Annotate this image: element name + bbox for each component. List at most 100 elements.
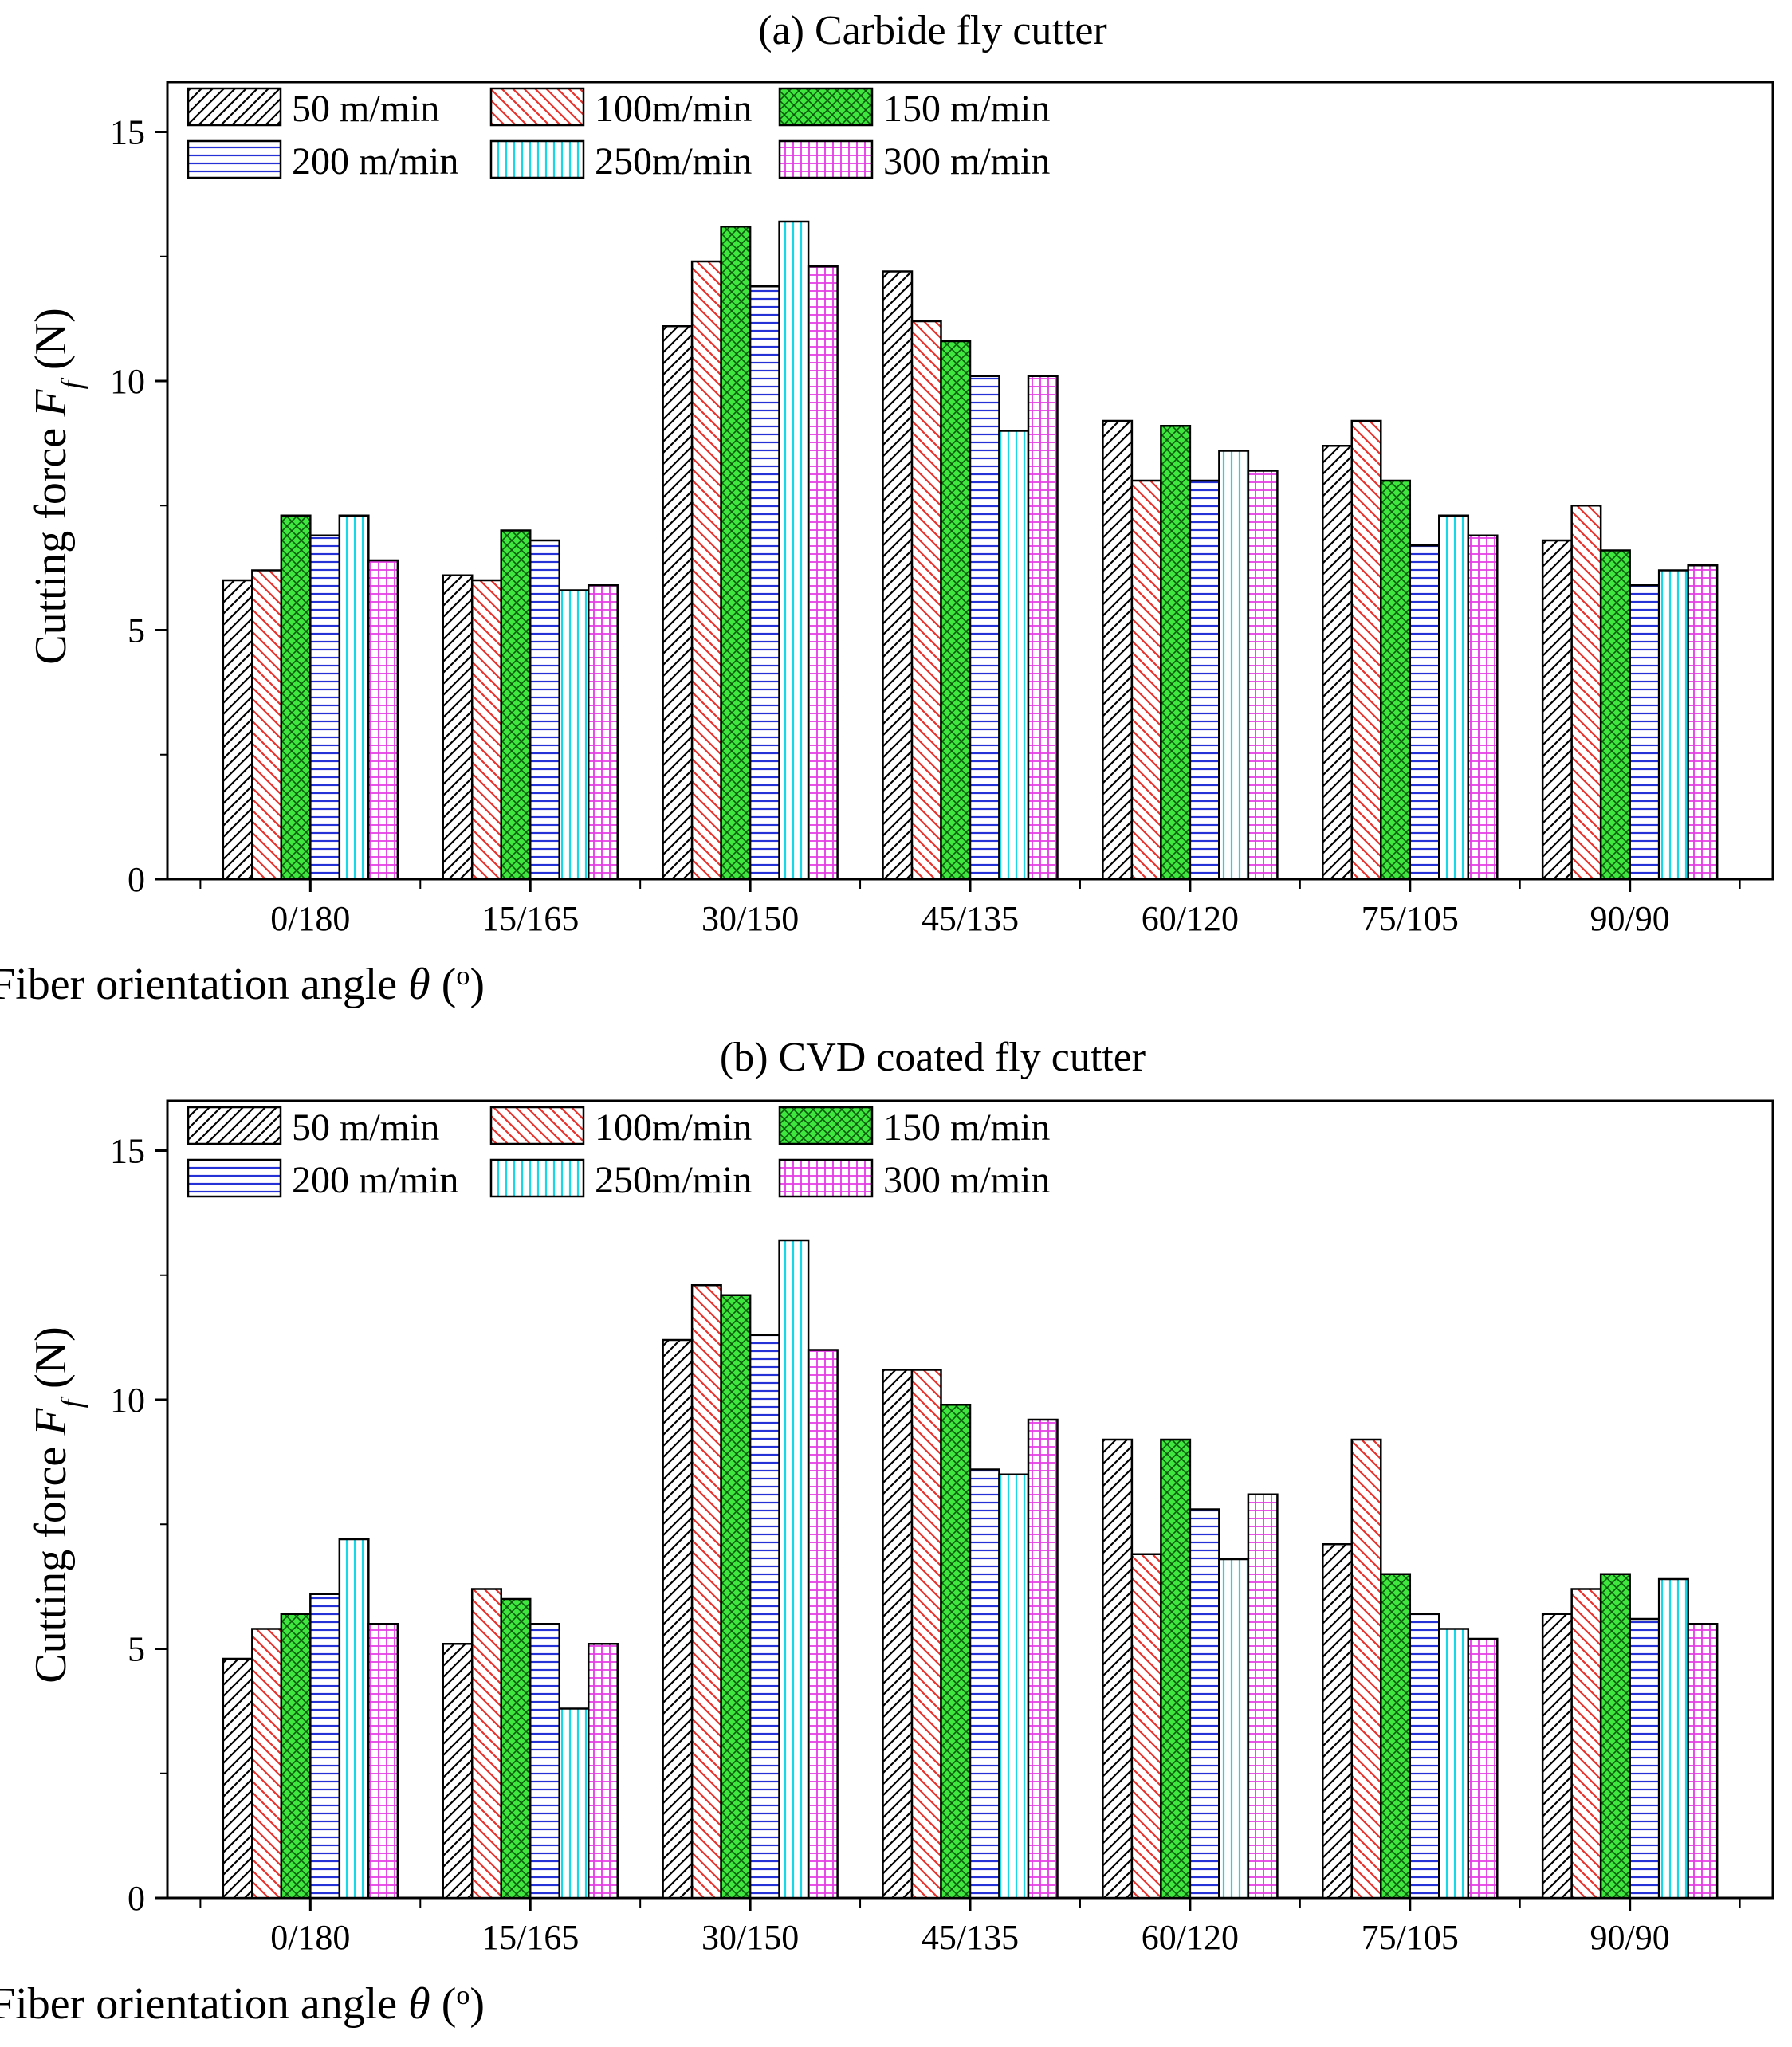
chart-panel-b: (b) CVD coated fly cutter Fiber orientat… — [0, 1035, 1774, 2029]
bar — [367, 559, 399, 881]
bar — [662, 325, 694, 881]
bar — [1218, 450, 1250, 881]
bar — [940, 340, 972, 881]
bar — [749, 285, 780, 881]
x-tick-label: 15/165 — [481, 899, 579, 938]
legend-label: 150 m/min — [883, 88, 1050, 130]
bar — [662, 1338, 694, 1900]
bar — [470, 1588, 502, 1900]
legend-label: 300 m/min — [883, 140, 1050, 183]
bar — [807, 265, 839, 881]
bar — [1657, 1577, 1689, 1900]
legend-label: 100m/min — [595, 88, 752, 130]
bar — [1350, 1438, 1382, 1900]
y-tick-label: 5 — [128, 611, 145, 650]
bar — [1687, 1623, 1719, 1900]
bar — [1350, 419, 1382, 881]
bar — [1467, 534, 1499, 881]
bar — [1218, 1558, 1250, 1900]
bar — [690, 1284, 722, 1900]
bar — [558, 589, 590, 881]
legend-label: 50 m/min — [292, 88, 439, 130]
bar — [1027, 1418, 1059, 1900]
bar — [998, 430, 1030, 881]
bar — [558, 1707, 590, 1900]
legend-swatch — [489, 87, 585, 127]
bar — [280, 1613, 312, 1900]
bar — [1130, 479, 1162, 881]
bar — [338, 1538, 370, 1900]
bar — [969, 375, 1000, 881]
bar — [1130, 1553, 1162, 1900]
chart-title: (a) Carbide fly cutter — [758, 8, 1106, 53]
bar — [1247, 470, 1279, 881]
bar — [1160, 1438, 1192, 1900]
legend-swatch — [187, 1158, 282, 1198]
legend-swatch — [187, 87, 282, 127]
legend-swatch — [187, 139, 282, 179]
x-tick-label: 75/105 — [1362, 899, 1459, 938]
bar — [778, 1239, 810, 1900]
legend-label: 200 m/min — [292, 140, 458, 183]
bar — [910, 1369, 942, 1900]
x-tick-label: 0/180 — [270, 899, 350, 938]
bar — [1657, 569, 1689, 881]
bar — [1467, 1637, 1499, 1900]
bar — [1380, 479, 1412, 881]
x-tick-label: 30/150 — [701, 1918, 799, 1957]
bar — [1687, 564, 1719, 881]
bar — [222, 1657, 253, 1900]
bar — [1247, 1493, 1279, 1900]
x-tick-label: 75/105 — [1362, 1918, 1459, 1957]
x-tick-label: 45/135 — [922, 1918, 1019, 1957]
bar — [309, 534, 341, 881]
chart-panel-a: (a) Carbide fly cutter Fiber orientation… — [0, 8, 1774, 1009]
bar — [587, 1643, 619, 1900]
bar — [442, 574, 474, 881]
bar — [720, 1294, 752, 1900]
legend-label: 200 m/min — [292, 1159, 458, 1201]
bar — [1027, 375, 1059, 881]
legend-label: 250m/min — [595, 140, 752, 183]
bar — [1541, 539, 1573, 881]
bar — [1438, 514, 1470, 881]
bar — [1629, 1617, 1660, 1900]
bar — [529, 539, 560, 881]
bar — [251, 569, 283, 881]
bar — [251, 1628, 283, 1900]
bar — [500, 529, 532, 881]
bar — [778, 220, 810, 881]
y-tick-label: 15 — [110, 113, 145, 152]
y-axis-label: Cutting force Ff (N) — [26, 1326, 89, 1684]
y-tick-label: 10 — [110, 362, 145, 401]
legend-swatch — [778, 87, 874, 127]
bar — [807, 1349, 839, 1900]
legend-label: 250m/min — [595, 1159, 752, 1201]
bar — [882, 270, 914, 881]
y-tick-label: 0 — [128, 860, 145, 899]
bar — [222, 579, 253, 881]
x-tick-label: 30/150 — [701, 899, 799, 938]
bar — [338, 514, 370, 881]
x-tick-label: 15/165 — [481, 1918, 579, 1957]
y-tick-label: 5 — [128, 1630, 145, 1669]
bar — [1160, 425, 1192, 881]
bar — [1409, 544, 1440, 881]
x-tick-label: 60/120 — [1142, 899, 1239, 938]
bar — [367, 1623, 399, 1900]
bar — [690, 260, 722, 881]
x-tick-label: 0/180 — [270, 1918, 350, 1957]
bar — [1629, 584, 1660, 881]
y-tick-label: 10 — [110, 1381, 145, 1420]
legend-label: 300 m/min — [883, 1159, 1050, 1201]
legend-label: 100m/min — [595, 1106, 752, 1149]
bar — [749, 1334, 780, 1900]
bar — [720, 226, 752, 881]
legend-swatch — [187, 1106, 282, 1145]
legend-swatch — [489, 1106, 585, 1145]
bar — [1570, 505, 1602, 881]
bar — [1599, 1573, 1631, 1900]
bar — [1322, 445, 1354, 881]
chart-title: (b) CVD coated fly cutter — [720, 1035, 1146, 1080]
